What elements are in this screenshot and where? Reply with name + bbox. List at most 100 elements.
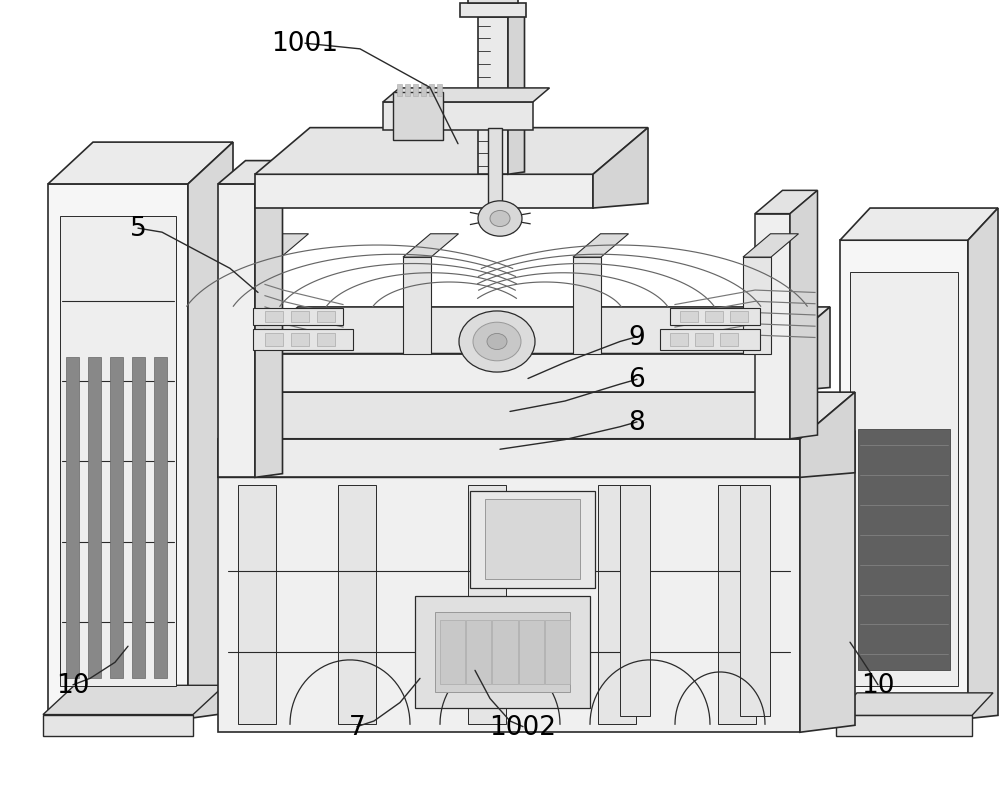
Bar bbox=[720, 333, 738, 347]
Bar bbox=[545, 620, 570, 684]
Bar bbox=[291, 312, 309, 323]
Bar bbox=[437, 85, 442, 97]
Polygon shape bbox=[218, 161, 283, 185]
Polygon shape bbox=[743, 258, 771, 354]
Circle shape bbox=[478, 202, 522, 237]
Bar bbox=[695, 333, 713, 347]
Bar bbox=[660, 330, 760, 350]
Polygon shape bbox=[188, 143, 233, 719]
Polygon shape bbox=[48, 143, 233, 185]
Bar bbox=[492, 620, 518, 684]
Text: 1002: 1002 bbox=[490, 714, 556, 740]
Bar bbox=[265, 333, 283, 347]
Bar bbox=[413, 85, 418, 97]
Bar bbox=[393, 93, 443, 141]
Bar bbox=[415, 596, 590, 708]
Text: 6: 6 bbox=[629, 367, 645, 393]
Polygon shape bbox=[790, 191, 818, 439]
Polygon shape bbox=[620, 486, 650, 716]
Polygon shape bbox=[840, 241, 968, 719]
Bar bbox=[154, 357, 167, 679]
Text: 7: 7 bbox=[349, 714, 365, 740]
Polygon shape bbox=[43, 686, 224, 715]
Polygon shape bbox=[478, 18, 508, 175]
Bar bbox=[429, 85, 434, 97]
Polygon shape bbox=[775, 308, 830, 393]
Polygon shape bbox=[403, 234, 459, 258]
Text: 1001: 1001 bbox=[272, 31, 338, 57]
Bar bbox=[705, 312, 723, 323]
Bar bbox=[397, 85, 402, 97]
Polygon shape bbox=[508, 5, 524, 175]
Polygon shape bbox=[836, 715, 972, 736]
Polygon shape bbox=[218, 393, 855, 439]
Polygon shape bbox=[755, 214, 790, 439]
Polygon shape bbox=[218, 431, 855, 478]
Polygon shape bbox=[800, 431, 855, 732]
Polygon shape bbox=[383, 89, 550, 103]
Bar bbox=[88, 357, 101, 679]
Polygon shape bbox=[253, 258, 281, 354]
Bar bbox=[730, 312, 748, 323]
Bar bbox=[440, 620, 465, 684]
Bar bbox=[60, 217, 176, 687]
Bar bbox=[66, 357, 79, 679]
Circle shape bbox=[473, 323, 521, 361]
Polygon shape bbox=[403, 258, 431, 354]
Polygon shape bbox=[338, 486, 376, 724]
Polygon shape bbox=[598, 486, 636, 724]
Text: 10: 10 bbox=[56, 672, 90, 698]
Polygon shape bbox=[243, 308, 830, 354]
Bar bbox=[850, 273, 958, 687]
Polygon shape bbox=[468, 0, 518, 4]
Polygon shape bbox=[255, 161, 283, 478]
Bar bbox=[466, 620, 491, 684]
Polygon shape bbox=[253, 234, 309, 258]
Circle shape bbox=[487, 334, 507, 350]
Polygon shape bbox=[43, 715, 193, 736]
Polygon shape bbox=[573, 258, 601, 354]
Polygon shape bbox=[255, 175, 593, 209]
Bar bbox=[858, 430, 950, 671]
Text: 9: 9 bbox=[629, 324, 645, 350]
Polygon shape bbox=[743, 234, 798, 258]
Polygon shape bbox=[218, 478, 800, 732]
Bar bbox=[421, 85, 426, 97]
Polygon shape bbox=[255, 128, 648, 175]
Circle shape bbox=[490, 211, 510, 227]
Text: 5: 5 bbox=[130, 216, 146, 242]
Polygon shape bbox=[383, 103, 533, 131]
Bar bbox=[485, 499, 580, 580]
Polygon shape bbox=[238, 486, 276, 724]
Polygon shape bbox=[573, 234, 629, 258]
Bar bbox=[470, 491, 595, 588]
Text: 8: 8 bbox=[629, 410, 645, 435]
Polygon shape bbox=[755, 191, 818, 214]
Polygon shape bbox=[718, 486, 756, 724]
Polygon shape bbox=[593, 128, 648, 209]
Polygon shape bbox=[740, 486, 770, 716]
Bar bbox=[110, 357, 123, 679]
Bar bbox=[317, 333, 335, 347]
Polygon shape bbox=[840, 209, 998, 241]
Bar bbox=[253, 330, 353, 350]
Polygon shape bbox=[968, 209, 998, 719]
Polygon shape bbox=[488, 128, 502, 206]
Bar bbox=[670, 308, 760, 326]
Bar bbox=[317, 312, 335, 323]
Bar bbox=[670, 333, 688, 347]
Polygon shape bbox=[468, 486, 506, 724]
Bar bbox=[253, 308, 343, 326]
Circle shape bbox=[459, 312, 535, 373]
Text: 10: 10 bbox=[861, 672, 895, 698]
Bar bbox=[265, 312, 283, 323]
Polygon shape bbox=[218, 185, 255, 478]
Bar bbox=[519, 620, 544, 684]
Bar bbox=[680, 312, 698, 323]
Polygon shape bbox=[460, 4, 526, 18]
Polygon shape bbox=[836, 693, 993, 715]
Polygon shape bbox=[243, 354, 775, 393]
Polygon shape bbox=[218, 439, 800, 478]
Bar bbox=[291, 333, 309, 347]
Polygon shape bbox=[800, 393, 855, 478]
